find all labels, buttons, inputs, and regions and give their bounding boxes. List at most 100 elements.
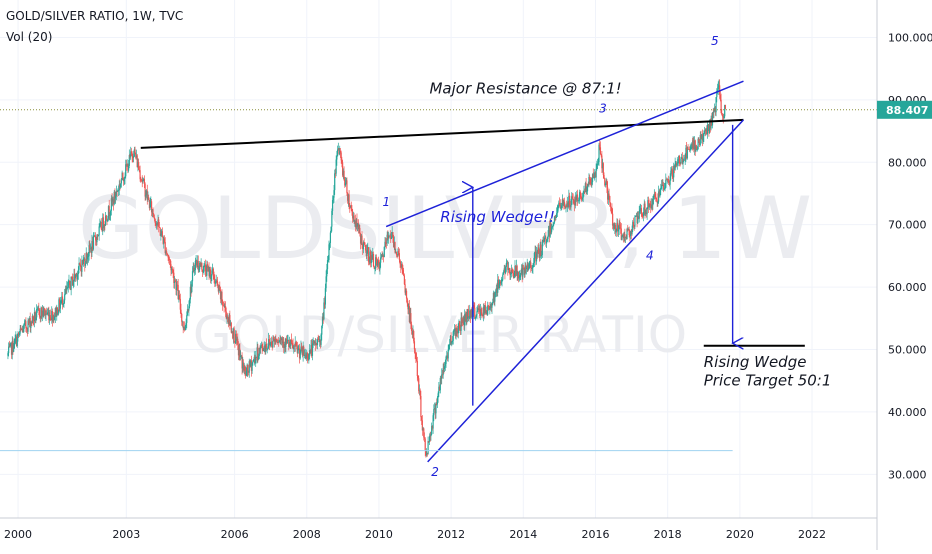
candle-body[interactable] [222, 305, 224, 307]
candle-body[interactable] [69, 284, 72, 290]
candle-body[interactable] [517, 272, 520, 279]
candle-body[interactable] [686, 146, 688, 159]
candle-body[interactable] [357, 223, 360, 230]
candle-body[interactable] [317, 339, 319, 340]
candle-body[interactable] [187, 309, 189, 311]
candle-body[interactable] [550, 223, 552, 233]
candle-body[interactable] [419, 390, 421, 397]
candle-body[interactable] [607, 193, 609, 200]
candle-body[interactable] [204, 264, 207, 272]
candle-body[interactable] [163, 238, 166, 242]
candle-body[interactable] [213, 276, 215, 280]
candle-body[interactable] [642, 211, 645, 216]
candle-body[interactable] [171, 268, 174, 271]
candle-body[interactable] [43, 308, 46, 311]
candle-body[interactable] [370, 255, 372, 264]
candle-body[interactable] [644, 203, 646, 215]
candle-body[interactable] [562, 199, 564, 205]
candle-body[interactable] [387, 235, 390, 239]
candle-body[interactable] [347, 194, 349, 201]
candle-body[interactable] [352, 215, 354, 219]
candle-body[interactable] [622, 234, 624, 236]
candle-body[interactable] [155, 222, 157, 226]
candle-body[interactable] [555, 216, 557, 218]
candle-body[interactable] [492, 302, 494, 304]
candle-body[interactable] [239, 348, 241, 357]
candle-body[interactable] [428, 441, 430, 442]
candle-body[interactable] [227, 316, 229, 318]
candle-body[interactable] [307, 358, 309, 361]
candle-body[interactable] [118, 184, 120, 191]
candle-body[interactable] [23, 323, 26, 325]
candle-body[interactable] [89, 248, 92, 250]
candle-body[interactable] [538, 253, 541, 258]
candle-body[interactable] [125, 164, 127, 177]
candle-body[interactable] [191, 281, 193, 292]
candle-body[interactable] [618, 224, 620, 230]
candle-body[interactable] [87, 256, 89, 260]
candle-body[interactable] [211, 270, 213, 275]
candle-body[interactable] [506, 262, 508, 264]
resistance[interactable] [140, 118, 744, 149]
candle-body[interactable] [525, 267, 528, 270]
candle-body[interactable] [641, 213, 643, 216]
candle-body[interactable] [656, 199, 658, 203]
candle-body[interactable] [241, 355, 243, 369]
candle-body[interactable] [679, 163, 681, 165]
candle-body[interactable] [556, 213, 558, 217]
candle-body[interactable] [635, 216, 637, 217]
candle-body[interactable] [112, 198, 114, 202]
candle-body[interactable] [349, 205, 352, 208]
candle-body[interactable] [464, 314, 466, 326]
candle-body[interactable] [111, 198, 113, 202]
candle-body[interactable] [56, 307, 58, 317]
candle-body[interactable] [640, 208, 642, 210]
candle-body[interactable] [144, 183, 146, 197]
candle-body[interactable] [382, 255, 385, 258]
candle-body[interactable] [46, 312, 49, 315]
candle-body[interactable] [365, 245, 367, 251]
candle-body[interactable] [94, 235, 96, 237]
candle-body[interactable] [444, 364, 446, 367]
candle-body[interactable] [479, 308, 481, 316]
candle-body[interactable] [685, 147, 687, 158]
candle-body[interactable] [607, 187, 609, 200]
candle-body[interactable] [133, 149, 135, 157]
candle-body[interactable] [34, 311, 36, 321]
candle-body[interactable] [390, 237, 393, 240]
candle-body[interactable] [298, 348, 301, 359]
candle-body[interactable] [431, 425, 433, 429]
candle-body[interactable] [705, 129, 707, 132]
candle-body[interactable] [212, 268, 214, 271]
candle-body[interactable] [165, 251, 167, 254]
candle-body[interactable] [134, 149, 136, 154]
candle-body[interactable] [646, 207, 648, 215]
candle-body[interactable] [117, 190, 120, 192]
candle-body[interactable] [553, 222, 555, 225]
candle-body[interactable] [515, 265, 517, 275]
candle-body[interactable] [280, 338, 283, 341]
candle-body[interactable] [426, 453, 428, 455]
candle-body[interactable] [197, 260, 199, 270]
candle-body[interactable] [75, 273, 77, 276]
candle-body[interactable] [74, 273, 76, 279]
candle-body[interactable] [329, 242, 331, 245]
candle-body[interactable] [553, 216, 556, 223]
candle-body[interactable] [708, 124, 710, 134]
wedge-upper[interactable] [385, 80, 744, 228]
candle-body[interactable] [288, 341, 291, 347]
candle-body[interactable] [293, 345, 295, 350]
candle-body[interactable] [608, 193, 610, 197]
candle-body[interactable] [53, 315, 55, 320]
candle-body[interactable] [619, 224, 621, 228]
candle-body[interactable] [454, 328, 456, 330]
candle-body[interactable] [658, 191, 660, 202]
candle-body[interactable] [613, 223, 615, 229]
candle-body[interactable] [530, 262, 532, 268]
candle-body[interactable] [291, 339, 293, 343]
candle-body[interactable] [507, 262, 509, 270]
candle-body[interactable] [418, 390, 421, 392]
candle-body[interactable] [683, 159, 686, 161]
candle-body[interactable] [172, 270, 174, 273]
